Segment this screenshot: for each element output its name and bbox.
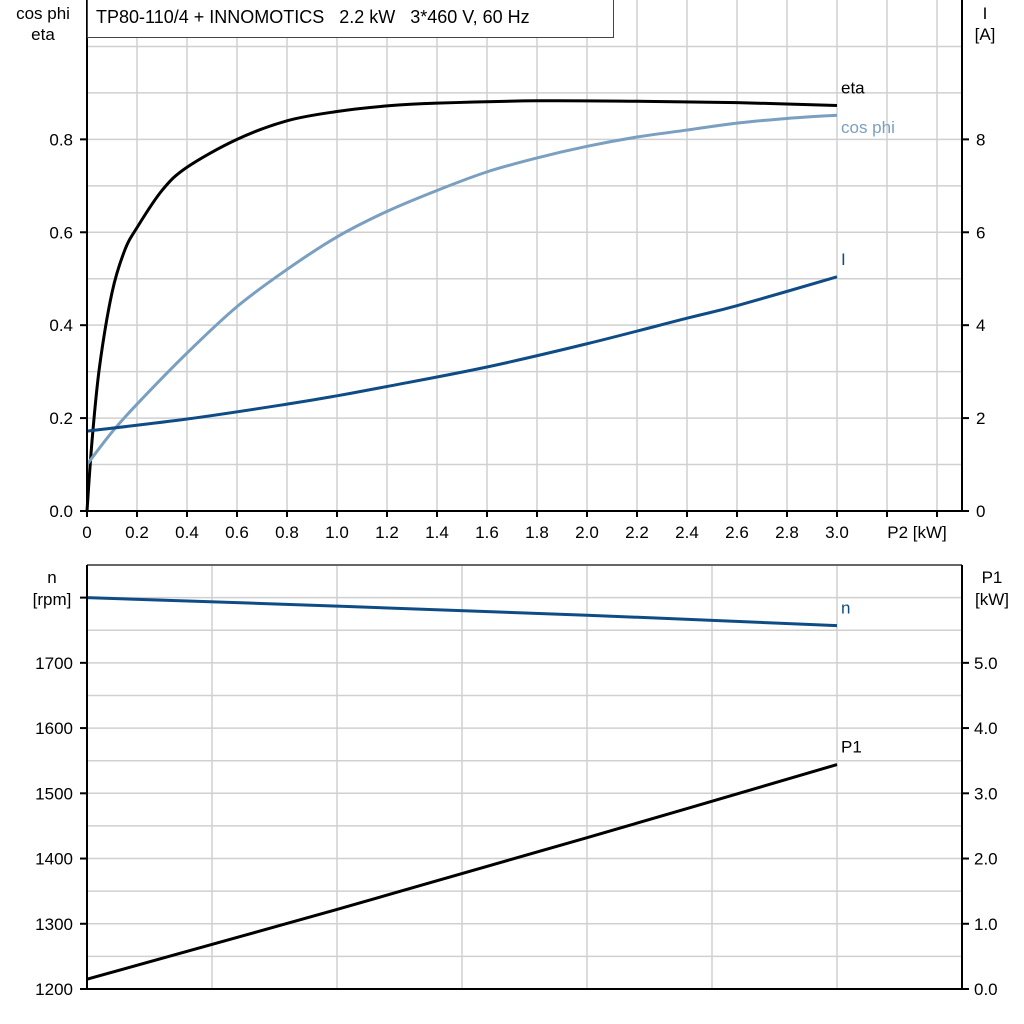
y-tick-label-left: 1600 bbox=[35, 719, 73, 738]
y-tick-label-left: 1400 bbox=[35, 850, 73, 869]
x-tick-label: 0.4 bbox=[175, 523, 199, 542]
y-tick-label-left: 1300 bbox=[35, 915, 73, 934]
y-tick-label-right: 0.0 bbox=[974, 980, 998, 999]
x-tick-label: 0.8 bbox=[275, 523, 299, 542]
x-tick-label: 2.6 bbox=[725, 523, 749, 542]
x-tick-label: 0.6 bbox=[225, 523, 249, 542]
bottom-left-axis-label-1: n bbox=[47, 568, 56, 587]
x-tick-label: 3.0 bbox=[825, 523, 849, 542]
top-right-axis-label-1: I bbox=[983, 4, 988, 23]
x-tick-label: 2.8 bbox=[775, 523, 799, 542]
y-tick-label-right: 5.0 bbox=[974, 654, 998, 673]
axes: 0 0.2 0.4 0.6 0.8 1.0 1.2 1.4 1.6 1.8 2.0 2.2 2.4 2.6… bbox=[35, 0, 998, 999]
x-tick-label: 0 bbox=[82, 523, 91, 542]
x-tick-label: 2.2 bbox=[625, 523, 649, 542]
series-label-p1: P1 bbox=[841, 738, 862, 757]
x-tick-label: 1.6 bbox=[475, 523, 499, 542]
x-tick-label: 1.4 bbox=[425, 523, 449, 542]
series-label-eta: eta bbox=[841, 78, 865, 97]
top-left-axis-label-1: cos phi bbox=[16, 4, 70, 23]
y-tick-label-left: 1500 bbox=[35, 784, 73, 803]
bottom-right-axis-label-1: P1 bbox=[982, 568, 1003, 587]
x-tick-label: 1.8 bbox=[525, 523, 549, 542]
top-left-axis-label-2: eta bbox=[31, 25, 55, 44]
y-tick-label-left: 0.4 bbox=[49, 316, 73, 335]
y-tick-label-right: 0 bbox=[976, 502, 985, 521]
bottom-right-axis-label-2: [kW] bbox=[975, 590, 1009, 609]
series-label-cos-phi: cos phi bbox=[841, 118, 895, 137]
y-tick-label-right: 2.0 bbox=[974, 850, 998, 869]
x-tick-label: 1.0 bbox=[325, 523, 349, 542]
series-line-i bbox=[86, 275, 838, 433]
y-tick-label-left: 0.8 bbox=[49, 130, 73, 149]
x-tick-label: 2.4 bbox=[675, 523, 699, 542]
series-line-p1 bbox=[86, 763, 838, 981]
y-tick-label-right: 2 bbox=[976, 409, 985, 428]
x-tick-label: 1.2 bbox=[375, 523, 399, 542]
y-tick-label-right: 6 bbox=[976, 223, 985, 242]
y-tick-label-right: 3.0 bbox=[974, 784, 998, 803]
axis-labels: cos phi eta I [A] P2 [kW] n [rpm] P1 [kW… bbox=[16, 4, 1009, 609]
y-tick-label-left: 1700 bbox=[35, 654, 73, 673]
top-right-axis-label-2: [A] bbox=[975, 25, 996, 44]
top-chart-grid bbox=[87, 0, 962, 511]
series-label-i: I bbox=[841, 250, 846, 269]
y-tick-label-left: 0.0 bbox=[49, 502, 73, 521]
y-tick-label-right: 8 bbox=[976, 130, 985, 149]
y-tick-label-right: 1.0 bbox=[974, 915, 998, 934]
x-tick-label: 0.2 bbox=[125, 523, 149, 542]
y-tick-label-left: 1200 bbox=[35, 980, 73, 999]
series-lines: eta cos phi In P1 bbox=[85, 78, 895, 981]
bottom-left-axis-label-2: [rpm] bbox=[33, 590, 72, 609]
series-label-n: n bbox=[841, 599, 850, 618]
chart-title: TP80-110/4 + INNOMOTICS 2.2 kW 3*460 V, … bbox=[87, 0, 614, 38]
series-line-cos-phi bbox=[85, 113, 838, 466]
series-line-n bbox=[86, 596, 838, 628]
y-tick-label-right: 4 bbox=[976, 316, 985, 335]
x-axis-label: P2 [kW] bbox=[887, 523, 947, 542]
y-tick-label-left: 0.2 bbox=[49, 409, 73, 428]
y-tick-label-right: 4.0 bbox=[974, 719, 998, 738]
bottom-chart-grid bbox=[87, 564, 962, 989]
series-line-eta bbox=[85, 99, 838, 512]
y-tick-label-left: 0.6 bbox=[49, 223, 73, 242]
x-tick-label: 2.0 bbox=[575, 523, 599, 542]
